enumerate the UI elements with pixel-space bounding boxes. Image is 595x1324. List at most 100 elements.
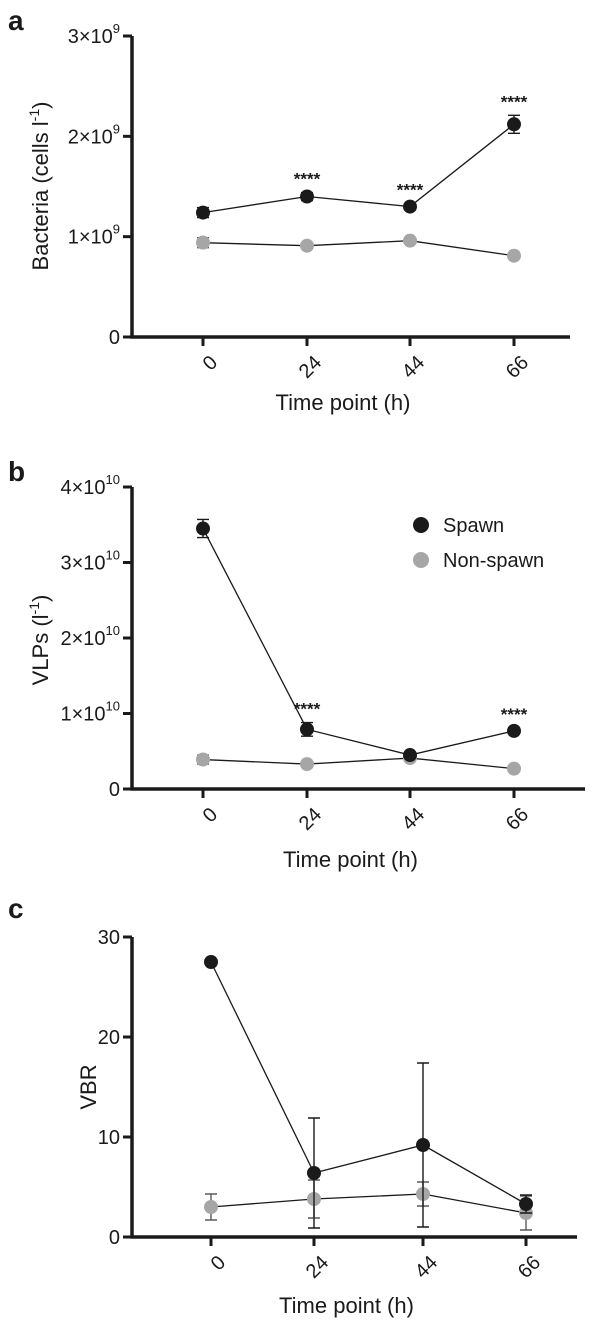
y-axis-title-end: ) (28, 102, 53, 109)
chart-panel-c: c 0 10 20 30 0 24 44 66 Time point (h) VBR (8, 893, 577, 1318)
y-tick-mantissa: 0 (109, 1227, 120, 1249)
y-tick-exponent: 9 (113, 222, 120, 237)
y-tick-mantissa: 3×10 (68, 26, 113, 48)
y-tick-exponent: 10 (106, 623, 120, 638)
y-tick-label: 1×109 (68, 222, 120, 249)
x-tick-label: 44 (398, 804, 429, 835)
y-axis-title-end: ) (28, 595, 53, 602)
x-axis-title: Time point (h) (279, 1293, 414, 1318)
data-point (196, 205, 210, 220)
series-non-spawn (204, 1179, 533, 1231)
y-tick-exponent: 10 (106, 472, 120, 487)
x-axis-title: Time point (h) (276, 390, 411, 415)
data-point (307, 1166, 321, 1180)
series-non-spawn (196, 233, 521, 263)
series-line (210, 961, 527, 1205)
y-tick-label: 3×109 (68, 21, 120, 48)
y-axis-title-main: VLPs (l (28, 614, 53, 685)
data-point (300, 189, 314, 204)
series-line (202, 757, 515, 770)
panel-letter: c (8, 893, 24, 924)
data-point (204, 955, 218, 969)
y-axis-title-main: VBR (76, 1064, 101, 1109)
significance-marker: **** (501, 705, 528, 724)
series-non-spawn (196, 751, 521, 776)
y-tick-mantissa: 0 (109, 779, 120, 801)
y-tick-label: 0 (109, 779, 120, 801)
y-tick-mantissa: 20 (98, 1027, 120, 1049)
data-point (300, 722, 314, 737)
data-point (403, 748, 417, 763)
significance-marker: **** (397, 181, 424, 200)
x-tick-label: 66 (502, 804, 533, 835)
data-point (507, 761, 521, 776)
y-tick-mantissa: 1×10 (60, 704, 105, 726)
y-tick-mantissa: 3×10 (60, 553, 105, 575)
x-axis-title: Time point (h) (283, 847, 418, 872)
y-axis-title: VBR (76, 1064, 101, 1109)
x-tick-label: 0 (207, 1252, 230, 1275)
x-tick-label: 66 (502, 352, 533, 383)
data-point (300, 757, 314, 772)
data-point (403, 233, 417, 248)
legend-marker (413, 552, 429, 568)
significance-marker: **** (294, 170, 321, 189)
legend-label: Spawn (443, 515, 504, 537)
y-axis-title: VLPs (l-1) (26, 595, 53, 686)
y-tick-label: 2×1010 (60, 623, 120, 650)
y-tick-label: 4×1010 (60, 472, 120, 499)
data-point (300, 238, 314, 253)
data-point (403, 199, 417, 214)
series-spawn (196, 114, 521, 220)
data-point (519, 1197, 533, 1211)
y-tick-label: 0 (109, 1227, 120, 1249)
y-tick-label: 2×109 (68, 121, 120, 148)
series-line (202, 240, 515, 257)
series-line (210, 1193, 527, 1214)
y-tick-label: 10 (98, 1127, 120, 1149)
x-tick-label: 66 (514, 1252, 545, 1283)
data-point (196, 752, 210, 767)
y-tick-label: 0 (109, 327, 120, 349)
y-axis-title-superscript: -1 (26, 109, 42, 122)
series-spawn (196, 518, 521, 763)
series-line (202, 528, 515, 756)
data-point (196, 235, 210, 250)
y-tick-label: 1×1010 (60, 699, 120, 726)
significance-marker: **** (294, 700, 321, 719)
y-tick-exponent: 9 (113, 21, 120, 36)
x-tick-label: 44 (398, 352, 429, 383)
series-line (202, 123, 515, 214)
y-tick-mantissa: 10 (98, 1127, 120, 1149)
data-point (507, 723, 521, 738)
x-tick-label: 24 (295, 804, 326, 835)
y-tick-exponent: 9 (113, 121, 120, 136)
panel-letter: b (8, 456, 25, 487)
x-tick-label: 0 (199, 352, 222, 375)
y-tick-mantissa: 30 (98, 927, 120, 949)
legend: Spawn Non-spawn (413, 515, 544, 572)
y-tick-mantissa: 0 (109, 327, 120, 349)
y-tick-exponent: 10 (106, 548, 120, 563)
y-tick-mantissa: 2×10 (60, 628, 105, 650)
significance-marker: **** (501, 92, 528, 111)
y-tick-label: 30 (98, 927, 120, 949)
x-tick-label: 24 (295, 352, 326, 383)
y-tick-label: 20 (98, 1027, 120, 1049)
x-tick-label: 44 (411, 1252, 442, 1283)
y-tick-mantissa: 2×10 (68, 126, 113, 148)
y-tick-mantissa: 4×10 (60, 477, 105, 499)
x-tick-label: 0 (199, 804, 222, 827)
data-point (507, 117, 521, 132)
data-point (196, 521, 210, 536)
data-point (507, 248, 521, 263)
y-axis-title-superscript: -1 (26, 602, 42, 615)
y-tick-mantissa: 1×10 (68, 227, 113, 249)
y-axis-title-main: Bacteria (cells l (28, 121, 53, 270)
y-axis-title: Bacteria (cells l-1) (26, 102, 53, 271)
y-tick-exponent: 10 (106, 699, 120, 714)
series-spawn (204, 955, 533, 1229)
